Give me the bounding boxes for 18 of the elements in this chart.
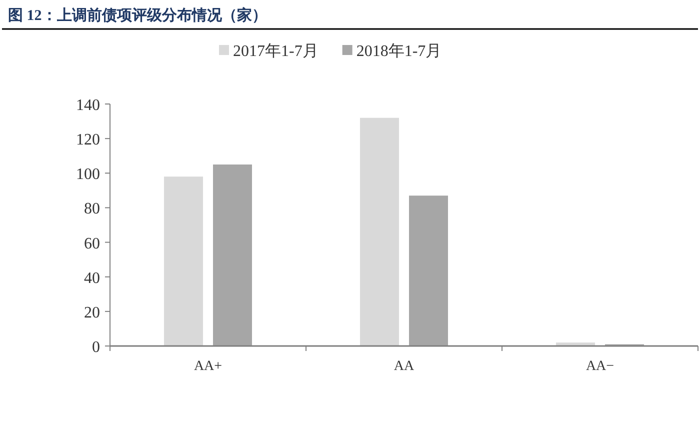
y-tick-label: 60 (84, 235, 100, 252)
x-tick-label: AA− (586, 359, 614, 374)
bar (164, 176, 203, 346)
y-tick-label: 100 (76, 166, 100, 184)
y-tick-label: 80 (84, 200, 100, 218)
y-tick-label: 20 (84, 304, 100, 322)
legend-label: 2017年1-7月 (233, 43, 318, 60)
bar (409, 196, 448, 346)
x-tick-label: AA (394, 359, 415, 374)
chart-title: 图 12：上调前债项评级分布情况（家） (8, 6, 267, 24)
y-tick-label: 0 (92, 339, 100, 356)
bar (360, 118, 399, 346)
x-tick-label: AA+ (194, 359, 222, 374)
y-tick-label: 120 (76, 132, 100, 149)
bar (213, 164, 252, 346)
legend-label: 2018年1-7月 (356, 43, 442, 60)
y-tick-label: 40 (84, 270, 100, 287)
y-tick-label: 140 (76, 97, 100, 114)
